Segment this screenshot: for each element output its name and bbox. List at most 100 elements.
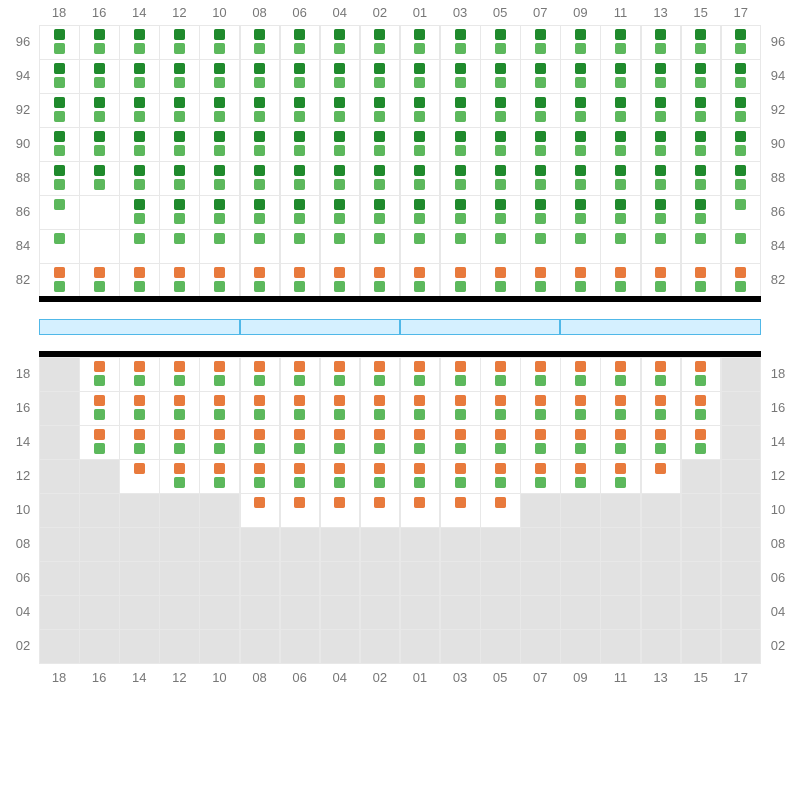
bottom-cell[interactable] — [721, 357, 762, 392]
bottom-cell[interactable] — [79, 561, 120, 596]
bottom-cell[interactable] — [560, 629, 601, 664]
bottom-cell[interactable] — [641, 595, 682, 630]
bottom-cell[interactable] — [39, 629, 80, 664]
bottom-cell[interactable] — [600, 561, 641, 596]
bottom-cell[interactable] — [320, 527, 361, 562]
bottom-cell[interactable] — [320, 561, 361, 596]
bottom-cell[interactable] — [600, 629, 641, 664]
bottom-cell[interactable] — [400, 527, 441, 562]
bottom-cell[interactable] — [159, 561, 200, 596]
bottom-cell[interactable] — [119, 493, 160, 528]
lane-segment[interactable] — [39, 319, 240, 335]
bottom-cell[interactable] — [280, 527, 321, 562]
bottom-cell[interactable] — [480, 629, 521, 664]
bottom-cell[interactable] — [360, 527, 401, 562]
bottom-cell[interactable] — [39, 459, 80, 494]
bottom-cell[interactable] — [119, 561, 160, 596]
bottom-cell[interactable] — [199, 493, 240, 528]
bottom-cell[interactable] — [480, 527, 521, 562]
bottom-cell[interactable] — [440, 595, 481, 630]
lane-segment[interactable] — [560, 319, 761, 335]
bottom-cell[interactable] — [520, 527, 561, 562]
marker-green — [615, 375, 626, 386]
bottom-cell[interactable] — [681, 493, 722, 528]
bottom-cell[interactable] — [600, 493, 641, 528]
bottom-cell[interactable] — [39, 561, 80, 596]
bottom-cell[interactable] — [119, 595, 160, 630]
bottom-cell[interactable] — [39, 425, 80, 460]
bottom-cell[interactable] — [39, 357, 80, 392]
bottom-cell[interactable] — [159, 493, 200, 528]
bottom-cell[interactable] — [681, 459, 722, 494]
bottom-cell[interactable] — [240, 527, 281, 562]
bottom-cell[interactable] — [681, 561, 722, 596]
bottom-cell[interactable] — [721, 391, 762, 426]
bottom-cell[interactable] — [520, 493, 561, 528]
bottom-cell[interactable] — [159, 527, 200, 562]
bottom-cell[interactable] — [641, 527, 682, 562]
bottom-cell[interactable] — [79, 527, 120, 562]
bottom-cell[interactable] — [400, 595, 441, 630]
bottom-cell[interactable] — [240, 595, 281, 630]
bottom-cell[interactable] — [600, 527, 641, 562]
bottom-cell[interactable] — [641, 493, 682, 528]
bottom-cell[interactable] — [721, 561, 762, 596]
bottom-cell[interactable] — [119, 527, 160, 562]
bottom-cell[interactable] — [280, 629, 321, 664]
bottom-cell[interactable] — [79, 595, 120, 630]
bottom-cell[interactable] — [560, 561, 601, 596]
bottom-cell[interactable] — [159, 595, 200, 630]
bottom-cell[interactable] — [240, 629, 281, 664]
bottom-cell[interactable] — [721, 595, 762, 630]
bottom-cell[interactable] — [199, 561, 240, 596]
lane-segment[interactable] — [240, 319, 400, 335]
bottom-cell[interactable] — [681, 595, 722, 630]
bottom-cell[interactable] — [721, 425, 762, 460]
bottom-cell[interactable] — [641, 629, 682, 664]
bottom-cell[interactable] — [39, 595, 80, 630]
bottom-cell[interactable] — [320, 595, 361, 630]
bottom-cell[interactable] — [440, 561, 481, 596]
bottom-cell[interactable] — [721, 527, 762, 562]
bottom-cell[interactable] — [520, 595, 561, 630]
bottom-cell[interactable] — [520, 561, 561, 596]
bottom-cell[interactable] — [440, 527, 481, 562]
top-cell[interactable] — [79, 195, 120, 230]
bottom-cell[interactable] — [600, 595, 641, 630]
bottom-cell[interactable] — [280, 561, 321, 596]
bottom-cell[interactable] — [721, 459, 762, 494]
bottom-cell[interactable] — [360, 629, 401, 664]
bottom-cell[interactable] — [681, 629, 722, 664]
bottom-cell[interactable] — [199, 629, 240, 664]
bottom-cell[interactable] — [400, 561, 441, 596]
bottom-cell[interactable] — [320, 629, 361, 664]
bottom-cell[interactable] — [79, 493, 120, 528]
lane-segment[interactable] — [400, 319, 560, 335]
bottom-cell[interactable] — [199, 595, 240, 630]
top-cell[interactable] — [79, 229, 120, 264]
bottom-cell[interactable] — [721, 629, 762, 664]
bottom-cell[interactable] — [440, 629, 481, 664]
bottom-cell[interactable] — [641, 561, 682, 596]
bottom-cell[interactable] — [360, 595, 401, 630]
bottom-cell[interactable] — [400, 629, 441, 664]
bottom-cell[interactable] — [79, 459, 120, 494]
bottom-cell[interactable] — [721, 493, 762, 528]
bottom-cell[interactable] — [79, 629, 120, 664]
bottom-cell[interactable] — [199, 527, 240, 562]
bottom-cell[interactable] — [360, 561, 401, 596]
bottom-cell[interactable] — [39, 527, 80, 562]
bottom-cell[interactable] — [159, 629, 200, 664]
bottom-cell[interactable] — [119, 629, 160, 664]
bottom-cell[interactable] — [560, 527, 601, 562]
bottom-cell[interactable] — [560, 493, 601, 528]
bottom-cell[interactable] — [560, 595, 601, 630]
bottom-cell[interactable] — [39, 391, 80, 426]
bottom-cell[interactable] — [520, 629, 561, 664]
bottom-cell[interactable] — [681, 527, 722, 562]
bottom-cell[interactable] — [39, 493, 80, 528]
bottom-cell[interactable] — [280, 595, 321, 630]
bottom-cell[interactable] — [480, 595, 521, 630]
bottom-cell[interactable] — [240, 561, 281, 596]
bottom-cell[interactable] — [480, 561, 521, 596]
